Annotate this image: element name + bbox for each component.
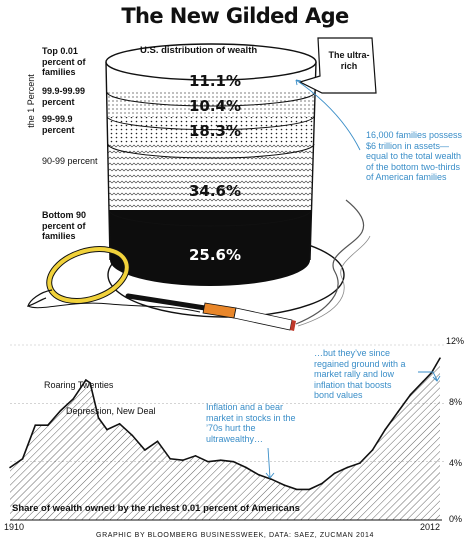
arrow-recent — [418, 371, 438, 381]
data-point-1969 — [257, 473, 260, 476]
data-point-1993 — [359, 462, 361, 464]
leader-line — [295, 79, 361, 151]
data-point-1996 — [371, 449, 374, 451]
arrow-70s — [267, 447, 271, 479]
data-point-1981 — [308, 488, 311, 491]
annotation-recent: …but they’ve since regained ground with … — [314, 348, 406, 400]
data-point-1948 — [169, 457, 171, 460]
wealth-share-chart — [9, 344, 444, 521]
segment-name-4: Bottom 90 percent of families — [42, 210, 87, 241]
data-point-1916 — [34, 424, 37, 427]
page-title: The New Gilded Age — [121, 4, 349, 28]
y-tick-1: 8% — [449, 397, 463, 407]
annotation-depression: Depression, New Deal — [66, 406, 156, 416]
data-point-1963 — [232, 460, 235, 463]
data-point-1975 — [283, 484, 285, 486]
data-point-1942 — [144, 449, 146, 451]
annotation-roaring: Roaring Twenties — [44, 380, 114, 390]
segment-name-0: Top 0.01 percent of families — [42, 46, 86, 77]
monocle-icon — [27, 246, 201, 313]
data-point-1922 — [59, 409, 62, 412]
group-axis-label: the 1 Percent — [26, 74, 36, 128]
segment-value-1: 10.4% — [188, 97, 242, 115]
data-point-2012 — [439, 357, 441, 359]
data-point-1931 — [97, 417, 100, 419]
data-point-1936 — [118, 422, 121, 425]
annotation-70s: Inflation and a bear market in stocks in… — [206, 402, 296, 444]
wealth-share-line — [9, 357, 441, 491]
data-point-1987 — [333, 472, 336, 475]
data-point-1945 — [156, 440, 159, 443]
credit-line: GRAPHIC BY BLOOMBERG BUSINESSWEEK, DATA:… — [96, 532, 374, 539]
hat-top — [105, 43, 317, 81]
data-point-1933 — [106, 428, 108, 431]
data-point-1984 — [321, 482, 323, 485]
data-point-2002 — [397, 411, 399, 413]
wealth-share-area — [10, 358, 440, 520]
data-point-1960 — [219, 459, 222, 462]
data-point-2005 — [409, 393, 412, 396]
segment-name-2: 99-99.9 percent — [42, 114, 75, 135]
data-point-1954 — [194, 455, 197, 457]
data-point-1972 — [270, 478, 273, 480]
callout-text: The ultra-rich — [328, 50, 370, 71]
data-point-2011 — [434, 364, 437, 367]
data-point-2008 — [422, 380, 424, 383]
segment-value-2: 18.3% — [188, 122, 242, 140]
data-point-1999 — [384, 428, 386, 431]
segment-value-3: 34.6% — [188, 182, 242, 200]
data-point-1990 — [346, 466, 349, 469]
segment-value-4: 25.6% — [188, 246, 242, 264]
data-point-1913 — [21, 457, 24, 460]
y-tick-2: 4% — [449, 458, 463, 468]
data-point-1951 — [182, 459, 184, 462]
segment-name-3: 90-99 percent — [42, 156, 98, 166]
x-label-start: 1910 — [4, 522, 25, 532]
chart-title: Share of wealth owned by the richest 0.0… — [12, 503, 300, 514]
data-point-1939 — [131, 434, 134, 437]
data-point-1929 — [89, 382, 91, 384]
hat-note: 16,000 families possess $6 trillion in a… — [366, 130, 463, 182]
cigarette-icon — [125, 199, 371, 331]
segment-name-1: 99.9-99.99 percent — [42, 86, 86, 107]
data-point-1928 — [85, 379, 87, 381]
data-point-1957 — [207, 460, 209, 463]
data-point-1966 — [245, 466, 247, 469]
data-point-1978 — [295, 488, 298, 491]
y-tick-3: 0% — [449, 514, 463, 524]
callout-bubble — [298, 37, 377, 94]
hat-label: U.S. distribution of wealth — [140, 45, 258, 56]
y-tick-0: 12% — [446, 336, 465, 346]
data-point-1919 — [47, 424, 49, 427]
segment-value-0: 11.1% — [188, 72, 242, 90]
data-point-1925 — [72, 398, 75, 400]
x-label-end: 2012 — [420, 522, 441, 532]
data-point-1910 — [9, 466, 11, 469]
